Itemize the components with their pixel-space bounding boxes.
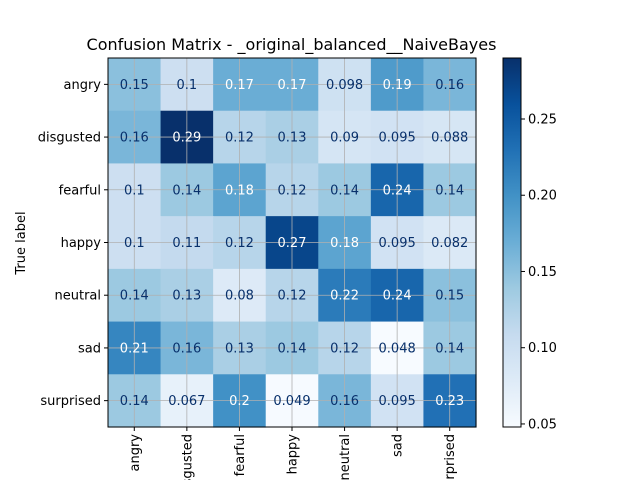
cell-value-label: 0.1 bbox=[124, 183, 145, 198]
cell-value-label: 0.14 bbox=[435, 183, 464, 198]
cell-value-label: 0.095 bbox=[379, 236, 416, 251]
cell-value-label: 0.19 bbox=[383, 78, 412, 93]
cell-value-label: 0.14 bbox=[435, 341, 464, 356]
y-axis-label: True label bbox=[14, 211, 29, 275]
cell-value-label: 0.27 bbox=[278, 236, 307, 251]
cell-value-label: 0.17 bbox=[225, 78, 254, 93]
colorbar-tick-label: 0.05 bbox=[528, 417, 557, 432]
cell-value-label: 0.24 bbox=[383, 183, 412, 198]
cell-value-label: 0.049 bbox=[273, 394, 310, 409]
cell-value-label: 0.048 bbox=[379, 341, 416, 356]
cell-value-label: 0.18 bbox=[330, 236, 359, 251]
colorbar-tick-label: 0.10 bbox=[528, 341, 557, 356]
colorbar-ticks: 0.05 0.10 0.15 0.20 0.25 bbox=[521, 112, 557, 432]
cell-value-label: 0.16 bbox=[172, 341, 201, 356]
x-tick-label: fearful bbox=[233, 434, 248, 476]
x-tick-label: sad bbox=[391, 434, 406, 457]
cell-value-label: 0.21 bbox=[120, 341, 149, 356]
y-tick-label: sad bbox=[78, 341, 101, 356]
cell-value-label: 0.12 bbox=[330, 341, 359, 356]
cell-value-label: 0.082 bbox=[431, 236, 468, 251]
cell-value-label: 0.11 bbox=[172, 236, 201, 251]
cell-value-label: 0.29 bbox=[172, 131, 201, 146]
cell-value-label: 0.1 bbox=[177, 78, 198, 93]
chart-title: Confusion Matrix - _original_balanced__N… bbox=[87, 35, 497, 55]
cell-value-label: 0.09 bbox=[330, 131, 359, 146]
cell-value-label: 0.13 bbox=[225, 341, 254, 356]
cell-value-label: 0.16 bbox=[435, 78, 464, 93]
y-tick-label: happy bbox=[61, 236, 102, 251]
colorbar bbox=[502, 57, 522, 428]
x-tick-label: happy bbox=[286, 434, 301, 475]
cell-value-label: 0.12 bbox=[278, 183, 307, 198]
cell-value-label: 0.14 bbox=[278, 341, 307, 356]
x-tick-label: angry bbox=[128, 434, 143, 472]
cell-value-label: 0.16 bbox=[120, 131, 149, 146]
y-tick-label: disgusted bbox=[38, 131, 101, 146]
colorbar-tick-label: 0.15 bbox=[528, 265, 557, 280]
cell-value-label: 0.088 bbox=[431, 131, 468, 146]
cell-value-label: 0.15 bbox=[435, 289, 464, 304]
cell-value-label: 0.14 bbox=[120, 289, 149, 304]
cell-value-label: 0.095 bbox=[379, 131, 416, 146]
cell-value-label: 0.098 bbox=[326, 78, 363, 93]
y-tick-label: surprised bbox=[40, 394, 101, 409]
cell-value-label: 0.095 bbox=[379, 394, 416, 409]
cell-value-label: 0.22 bbox=[330, 289, 359, 304]
cell-value-label: 0.16 bbox=[330, 394, 359, 409]
x-tick-label: surprised bbox=[443, 434, 458, 480]
cell-value-label: 0.067 bbox=[168, 394, 205, 409]
x-tick-label: disgusted bbox=[180, 434, 195, 480]
cell-value-label: 0.13 bbox=[172, 289, 201, 304]
y-tick-label: neutral bbox=[55, 289, 102, 304]
cell-value-label: 0.2 bbox=[229, 394, 250, 409]
cell-value-label: 0.15 bbox=[120, 78, 149, 93]
colorbar-tick-label: 0.20 bbox=[528, 189, 557, 204]
cell-value-label: 0.17 bbox=[278, 78, 307, 93]
cell-value-label: 0.12 bbox=[278, 289, 307, 304]
cell-value-label: 0.12 bbox=[225, 131, 254, 146]
cell-value-label: 0.13 bbox=[278, 131, 307, 146]
cell-value-label: 0.1 bbox=[124, 236, 145, 251]
cell-value-label: 0.12 bbox=[225, 236, 254, 251]
cell-value-label: 0.14 bbox=[120, 394, 149, 409]
heatmap-gridlines bbox=[108, 58, 476, 427]
cell-value-label: 0.24 bbox=[383, 289, 412, 304]
y-axis-ticks: angry disgusted fearful happy neutral sad surp… bbox=[38, 78, 108, 409]
x-axis-ticks: angry disgusted fearful happy neutral sad surp… bbox=[128, 427, 458, 480]
cell-value-label: 0.14 bbox=[330, 183, 359, 198]
colorbar-tick-label: 0.25 bbox=[528, 112, 557, 127]
cell-value-label: 0.23 bbox=[435, 394, 464, 409]
cell-value-label: 0.18 bbox=[225, 183, 254, 198]
y-tick-label: fearful bbox=[59, 183, 101, 198]
y-tick-label: angry bbox=[64, 78, 102, 93]
heatmap-cell-values: 0.15 0.1 0.17 0.17 0.098 0.19 0.16 0.16 0.29 0.12… bbox=[120, 78, 469, 409]
cell-value-label: 0.14 bbox=[172, 183, 201, 198]
x-tick-label: neutral bbox=[338, 434, 353, 480]
cell-value-label: 0.08 bbox=[225, 289, 254, 304]
